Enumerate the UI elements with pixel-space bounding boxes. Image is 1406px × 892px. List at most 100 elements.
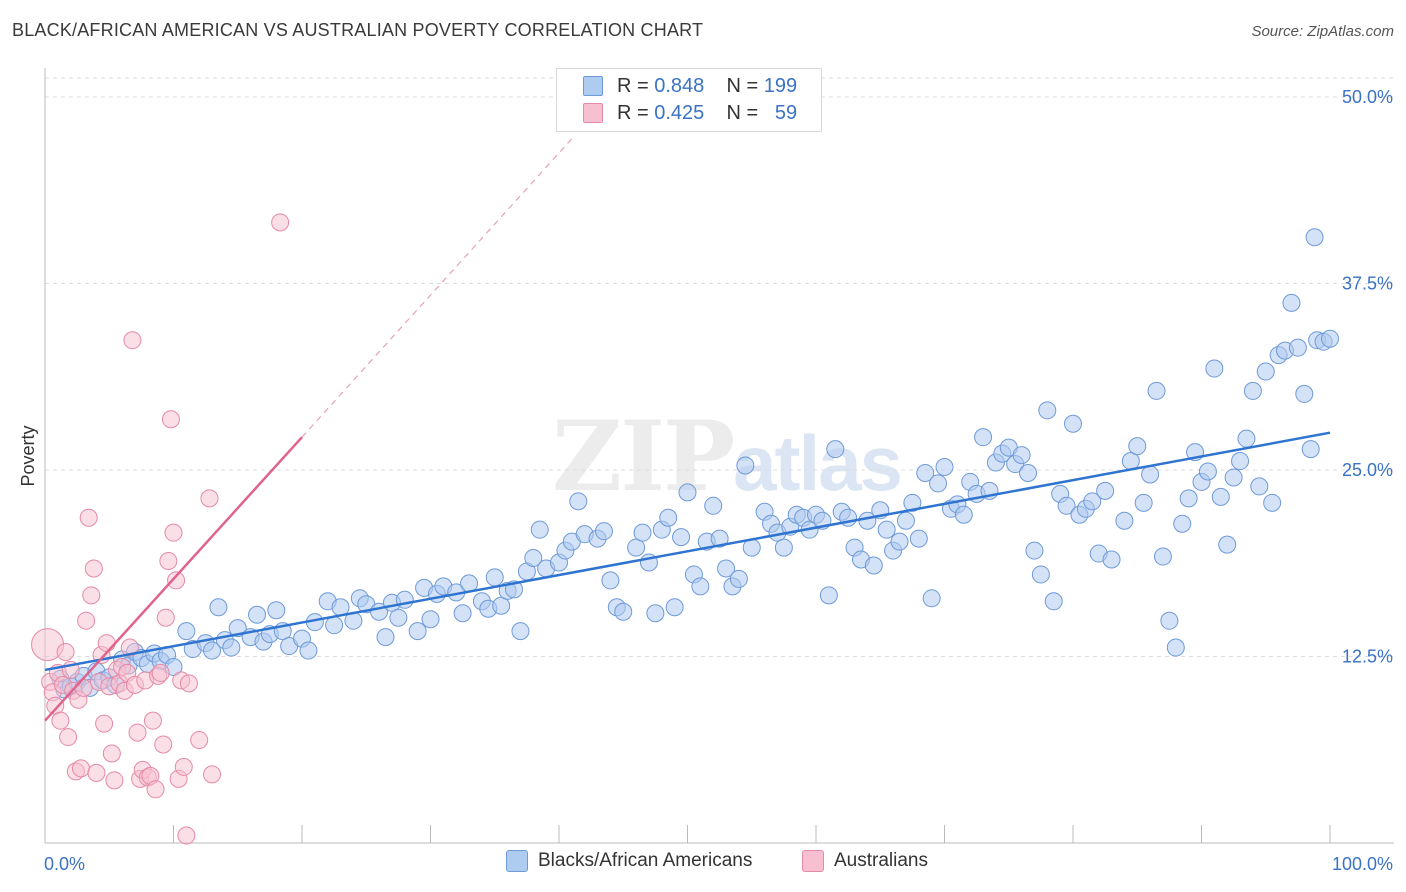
blacks-point: [1306, 229, 1323, 246]
blacks-point: [1296, 385, 1313, 402]
blacks-point: [486, 569, 503, 586]
blacks-point: [1097, 482, 1114, 499]
legend-n-value: 199: [764, 75, 797, 98]
blacks-point: [1154, 548, 1171, 565]
blacks-point: [692, 578, 709, 595]
blacks-point: [1180, 490, 1197, 507]
blacks-point: [422, 611, 439, 628]
y-axis-title: Poverty: [18, 425, 38, 486]
australians-point: [52, 712, 69, 729]
blacks-point: [827, 441, 844, 458]
australians-point: [96, 715, 113, 732]
blacks-point: [647, 605, 664, 622]
blacks-point: [1244, 382, 1261, 399]
blacks-point: [936, 459, 953, 476]
australians-point: [201, 490, 218, 507]
legend-n-label: N =: [727, 75, 759, 98]
blacks-point: [1161, 612, 1178, 629]
legend-swatch-pink: [583, 103, 603, 123]
y-tick-label: 12.5%: [1342, 647, 1393, 667]
australians-trend-extension-line: [302, 139, 572, 437]
australians-point: [157, 609, 174, 626]
blacks-point: [1206, 360, 1223, 377]
australians-point: [129, 724, 146, 741]
australians-point: [165, 524, 182, 541]
blacks-point: [930, 475, 947, 492]
blacks-point: [1251, 478, 1268, 495]
blacks-point: [1212, 488, 1229, 505]
australians-trend-extension: [302, 139, 572, 437]
blacks-point: [1199, 463, 1216, 480]
blacks-point: [1264, 494, 1281, 511]
blacks-point: [897, 512, 914, 529]
blacks-point: [249, 606, 266, 623]
blacks-point: [634, 524, 651, 541]
blacks-point: [1103, 551, 1120, 568]
blacks-point: [1045, 593, 1062, 610]
blacks-point: [1148, 382, 1165, 399]
blacks-point: [1116, 512, 1133, 529]
blacks-point: [409, 623, 426, 640]
blacks-point: [878, 521, 895, 538]
blacks-point: [377, 629, 394, 646]
legend-swatch-blue: [583, 76, 603, 96]
scatter-chart: 12.5%25.0%37.5%50.0%0.0% 100.0%Poverty: [0, 0, 1406, 892]
blacks-point: [1020, 464, 1037, 481]
legend-r-label: R =: [617, 75, 649, 98]
legend-n-label: N =: [727, 102, 759, 125]
legend-row-blacks: R = 0.848 N = 199: [583, 74, 797, 98]
australians-point: [98, 635, 115, 652]
blacks-point: [705, 497, 722, 514]
blacks-point: [178, 623, 195, 640]
blacks-point: [1232, 453, 1249, 470]
bottom-swatch-pink: [802, 850, 824, 872]
australians-point: [160, 553, 177, 570]
australians-point: [272, 214, 289, 231]
blacks-point: [1322, 330, 1339, 347]
blacks-point: [1225, 469, 1242, 486]
blacks-point: [1039, 402, 1056, 419]
blacks-point: [775, 539, 792, 556]
blacks-point: [1289, 339, 1306, 356]
australians-point: [178, 827, 195, 844]
blacks-point: [923, 590, 940, 607]
legend-r-label: R =: [617, 102, 649, 125]
australians-point: [175, 758, 192, 775]
blacks-point: [570, 493, 587, 510]
legend-row-australians: R = 0.425 N = 59: [583, 101, 797, 125]
blacks-point: [1065, 415, 1082, 432]
legend-r-value: 0.425: [654, 102, 704, 125]
blacks-point: [390, 609, 407, 626]
australians-point: [78, 612, 95, 629]
blacks-point: [1135, 494, 1152, 511]
blacks-point: [223, 639, 240, 656]
bottom-legend-blacks: Blacks/African Americans: [506, 850, 752, 872]
blacks-point: [595, 523, 612, 540]
blacks-point: [891, 533, 908, 550]
blacks-point: [1283, 294, 1300, 311]
blacks-point: [1257, 363, 1274, 380]
blacks-point: [865, 557, 882, 574]
australians-point: [191, 732, 208, 749]
blacks-point: [1026, 542, 1043, 559]
bottom-legend-australians-label: Australians: [834, 850, 928, 872]
blacks-point: [512, 623, 529, 640]
tick-labels: 12.5% 25.0% 37.5% 50.0% 0.0% 100.0% Poverty: [18, 87, 1393, 874]
australians-point: [83, 587, 100, 604]
y-tick-label: 50.0%: [1342, 87, 1393, 107]
blacks-point: [955, 506, 972, 523]
blacks-point: [1129, 438, 1146, 455]
australians-point: [155, 736, 172, 753]
blacks-point: [1238, 430, 1255, 447]
bottom-swatch-blue: [506, 850, 528, 872]
australians-point: [75, 679, 92, 696]
australians-point: [47, 697, 64, 714]
australians-point: [180, 675, 197, 692]
australians-point: [57, 644, 74, 661]
blacks-point: [1219, 536, 1236, 553]
australians-point: [106, 772, 123, 789]
australians-point: [80, 509, 97, 526]
blacks-point: [820, 587, 837, 604]
blacks-points: [52, 229, 1339, 698]
australians-point: [88, 764, 105, 781]
